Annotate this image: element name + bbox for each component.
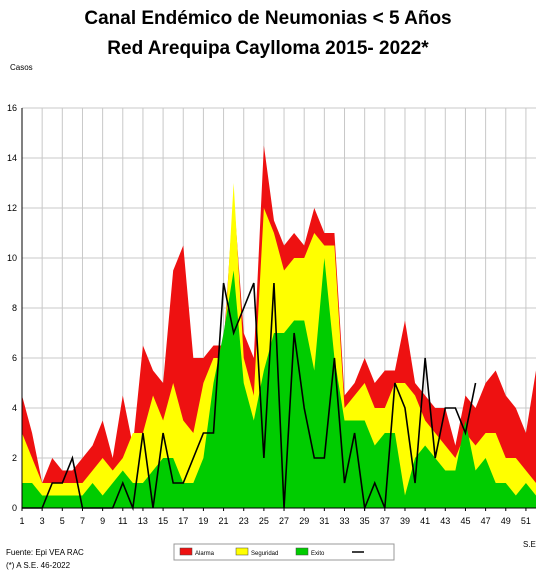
x-tick-label: 25 [259,516,269,526]
x-tick-label: 45 [460,516,470,526]
x-tick-label: 33 [340,516,350,526]
x-tick-label: 21 [219,516,229,526]
x-tick-label: 15 [158,516,168,526]
x-tick-label: 3 [40,516,45,526]
legend-label: Exito [311,551,325,557]
x-tick-label: 29 [299,516,309,526]
x-tick-label: 19 [198,516,208,526]
y-tick-label: 8 [12,303,17,313]
x-tick-label: 17 [178,516,188,526]
legend-label: Alarma [195,551,215,557]
y-tick-label: 14 [7,153,17,163]
x-tick-label: 41 [420,516,430,526]
x-tick-label: 37 [380,516,390,526]
x-tick-label: 9 [100,516,105,526]
x-tick-label: 23 [239,516,249,526]
legend-swatch-seguridad [235,547,249,556]
source-note: Fuente: Epi VEA RAC [6,548,84,557]
x-axis-label: S.E [523,540,536,549]
y-axis-label: Casos [10,63,33,72]
x-tick-label: 27 [279,516,289,526]
x-tick-label: 7 [80,516,85,526]
chart-subtitle: Red Arequipa Caylloma 2015- 2022* [107,38,429,59]
legend-label: Seguridad [251,551,278,557]
y-tick-label: 6 [12,353,17,363]
x-tick-label: 39 [400,516,410,526]
x-tick-label: 51 [521,516,531,526]
date-note: (*) A S.E. 46-2022 [6,561,71,570]
y-tick-label: 10 [7,253,17,263]
y-tick-label: 4 [12,403,17,413]
legend-box [173,543,395,561]
y-tick-label: 0 [12,503,17,513]
x-tick-label: 49 [501,516,511,526]
y-tick-label: 2 [12,453,17,463]
legend-swatch-exito [295,547,309,556]
x-tick-label: 1 [19,516,24,526]
x-tick-label: 35 [360,516,370,526]
y-tick-label: 16 [7,103,17,113]
x-tick-label: 5 [60,516,65,526]
x-tick-label: 13 [138,516,148,526]
x-tick-label: 31 [319,516,329,526]
y-tick-label: 12 [7,203,17,213]
x-tick-label: 11 [118,516,127,526]
legend-swatch-alarma [179,547,193,556]
chart-title: Canal Endémico de Neumonias < 5 Años [84,8,452,29]
x-tick-label: 47 [481,516,491,526]
x-tick-label: 43 [440,516,450,526]
